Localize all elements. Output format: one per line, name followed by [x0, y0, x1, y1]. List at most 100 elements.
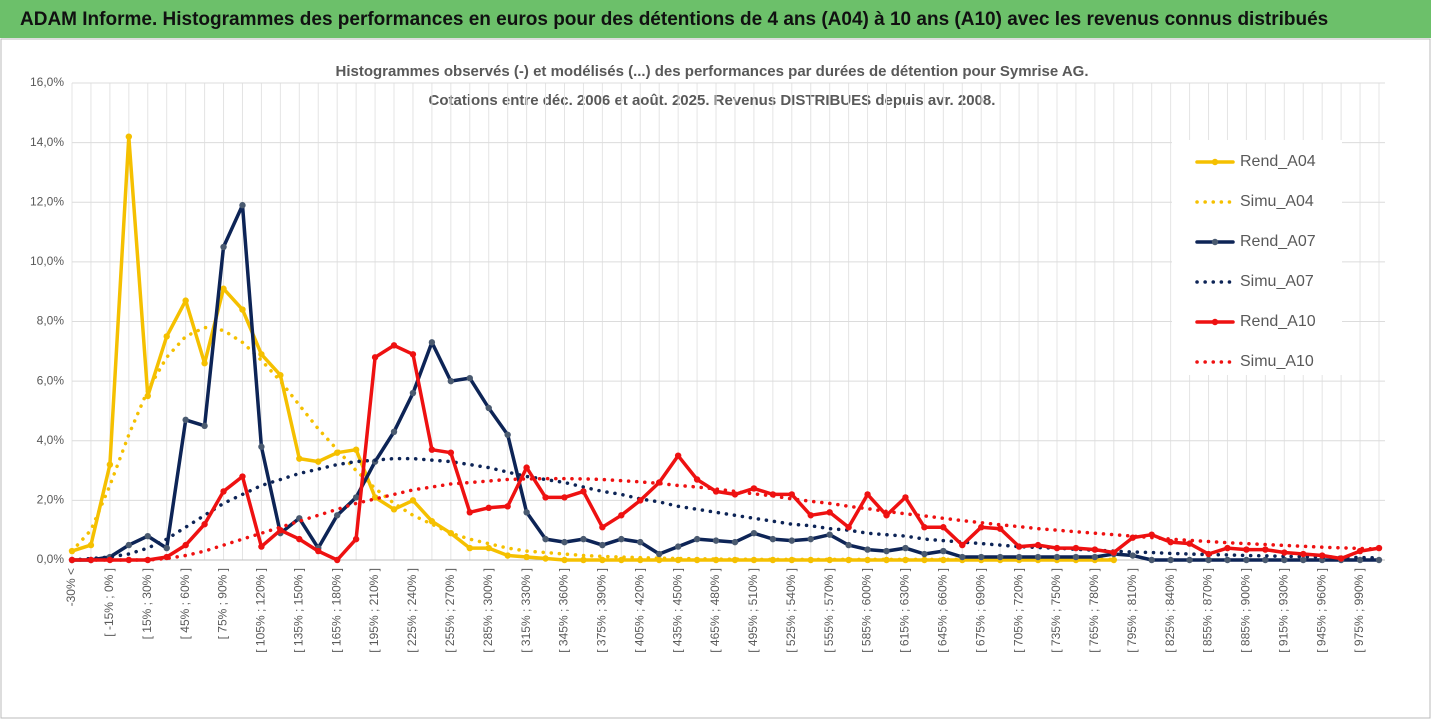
y-tick-label: 10,0% [30, 254, 64, 268]
series [68, 133, 1383, 564]
x-tick-label: -30% < [64, 568, 78, 606]
point [1034, 541, 1042, 549]
y-tick-label: 0,0% [37, 552, 65, 566]
point [902, 544, 909, 552]
chart-subtitle: Cotations entre déc. 2006 et août. 2025.… [429, 92, 996, 109]
point [409, 497, 417, 504]
point [428, 518, 436, 525]
point [978, 553, 985, 561]
legend-marker [1211, 238, 1219, 246]
point [561, 494, 568, 501]
point [239, 473, 246, 480]
point [674, 452, 682, 459]
y-tick-label: 16,0% [30, 75, 64, 89]
point [106, 556, 114, 564]
point [1262, 546, 1269, 553]
legend-label: Rend_A07 [1240, 233, 1316, 250]
x-tick-label: [ 195% ; 210% ] [367, 568, 381, 653]
point [1300, 556, 1307, 564]
legend: Rend_A04 Simu_A04 Rend_A07 Simu_A07 Rend_A10… [1195, 153, 1316, 370]
point [466, 374, 473, 382]
point [618, 512, 625, 519]
x-tick-label: [ 615% ; 630% ] [898, 568, 912, 653]
x-tick-label: [ 15% ; 30% ] [140, 568, 154, 639]
y-tick-label: 14,0% [30, 135, 64, 149]
point [220, 243, 227, 251]
point [87, 541, 95, 549]
x-tick-label: [ 375% ; 390% ] [595, 568, 609, 653]
point [371, 354, 379, 361]
point [1243, 546, 1250, 553]
point [125, 133, 133, 140]
point [807, 512, 814, 519]
point [1072, 544, 1080, 552]
point [1167, 556, 1174, 564]
y-tick-label: 8,0% [37, 314, 65, 328]
grid: 0,0% 2,0% 4,0% 6,0% 8,0% 10,0% 12,0% 14,0% 16,0%… [30, 75, 1385, 653]
point [390, 342, 398, 349]
point [959, 553, 966, 561]
point [1110, 549, 1118, 556]
point [258, 443, 265, 450]
point [315, 458, 322, 465]
point [409, 351, 417, 358]
point [1281, 556, 1288, 564]
x-tick-label: [ 795% ; 810% ] [1125, 568, 1139, 653]
point [220, 285, 227, 292]
point [542, 494, 549, 501]
x-tick-label: [ 765% ; 780% ] [1087, 568, 1101, 653]
point [1224, 556, 1231, 564]
point [750, 485, 758, 492]
series-line [70, 203, 1381, 562]
point [352, 535, 360, 543]
point [580, 535, 587, 543]
point [618, 535, 625, 543]
legend-marker [1211, 158, 1219, 166]
point [1224, 544, 1231, 552]
series-line [70, 476, 1381, 562]
x-tick-label: [ 75% ; 90% ] [216, 568, 230, 639]
point [201, 360, 208, 367]
point [845, 524, 852, 531]
point [352, 494, 360, 501]
series-line [70, 343, 1381, 562]
point [163, 544, 170, 552]
point [1337, 555, 1345, 562]
point [580, 556, 587, 564]
point [296, 455, 303, 462]
x-tick-label: [ 165% ; 180% ] [329, 568, 343, 653]
point [523, 553, 530, 561]
point [1091, 553, 1099, 561]
point [485, 404, 492, 412]
header-bar [0, 0, 1431, 38]
point [561, 556, 568, 564]
point [352, 446, 360, 453]
point [921, 550, 928, 558]
point [333, 512, 341, 519]
x-tick-label: [ 465% ; 480% ] [708, 568, 722, 653]
point [693, 535, 701, 543]
point [1072, 553, 1080, 561]
point [561, 538, 568, 546]
point [750, 529, 758, 537]
point [1356, 556, 1364, 564]
point [1262, 556, 1269, 564]
point [1034, 553, 1042, 561]
point [731, 538, 739, 546]
x-tick-label: [ 825% ; 840% ] [1163, 568, 1177, 653]
point [466, 544, 473, 552]
point [296, 535, 303, 543]
point [125, 541, 133, 549]
point [826, 509, 833, 516]
x-tick-label: [ 945% ; 960% ] [1314, 568, 1328, 653]
point [1053, 544, 1061, 552]
point [201, 422, 208, 430]
series-line [70, 325, 1116, 562]
x-tick-label: [ 435% ; 450% ] [670, 568, 684, 653]
point [845, 541, 852, 549]
point [466, 509, 473, 516]
point [978, 524, 985, 531]
point [239, 306, 246, 313]
x-tick-label: [ 705% ; 720% ] [1011, 568, 1025, 653]
